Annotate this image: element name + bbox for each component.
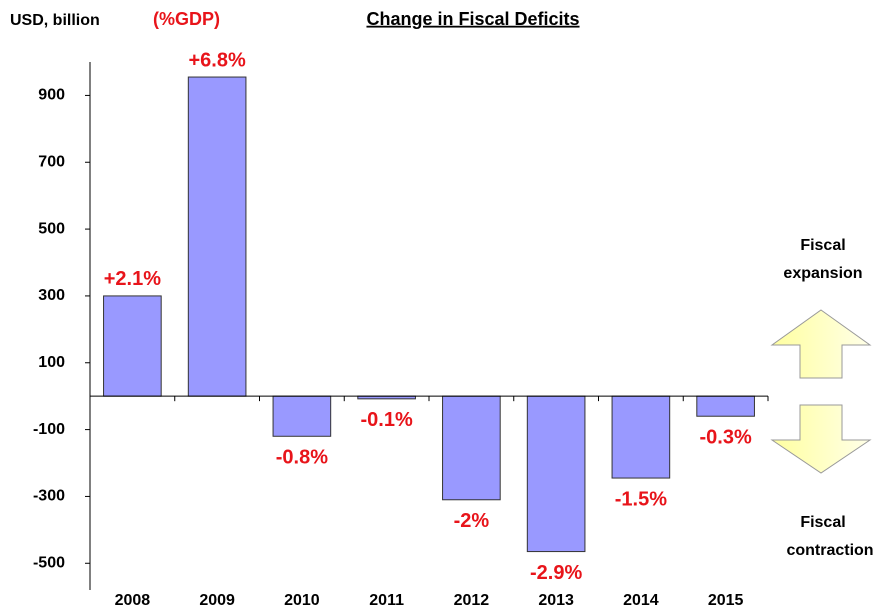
x-tick-label: 2011	[369, 592, 404, 609]
bar	[526, 395, 586, 553]
y-axis-label: USD, billion	[10, 12, 100, 29]
expansion-label: expansion	[783, 265, 862, 282]
pct-label: -0.1%	[361, 409, 413, 431]
bar	[611, 395, 671, 479]
x-tick-label: 2014	[623, 592, 659, 609]
bar	[187, 76, 247, 397]
x-tick-label: 2012	[454, 592, 490, 609]
bar	[442, 395, 501, 501]
y-tick-label: 700	[38, 153, 65, 170]
bar	[272, 395, 332, 437]
expansion-arrow	[770, 309, 872, 379]
pct-label: -0.8%	[276, 447, 328, 469]
y-tick-label: 100	[38, 354, 65, 371]
expansion-label: Fiscal	[800, 237, 845, 254]
contraction-arrow	[770, 404, 872, 474]
pct-label: -2.9%	[530, 562, 582, 584]
pct-label: +6.8%	[188, 49, 245, 71]
pct-label: +2.1%	[104, 268, 161, 290]
pct-label: -0.3%	[700, 427, 752, 449]
bar	[696, 395, 755, 417]
contraction-label: contraction	[786, 542, 873, 559]
pct-label: -1.5%	[615, 488, 667, 510]
chart-title: Change in Fiscal Deficits	[366, 9, 579, 29]
label-unit: (%GDP)	[153, 9, 220, 29]
x-tick-label: 2015	[708, 592, 744, 609]
y-tick-label: 500	[38, 220, 65, 237]
y-tick-label: -100	[33, 421, 65, 438]
y-tick-label: -300	[33, 488, 65, 505]
x-tick-label: 2010	[284, 592, 320, 609]
contraction-label: Fiscal	[800, 514, 845, 531]
y-tick-label: 300	[38, 287, 65, 304]
x-tick-label: 2008	[115, 592, 151, 609]
x-tick-label: 2009	[199, 592, 235, 609]
y-tick-label: 900	[38, 87, 65, 104]
x-tick-label: 2013	[538, 592, 574, 609]
bar	[103, 295, 162, 397]
y-tick-label: -500	[33, 554, 65, 571]
pct-label: -2%	[454, 510, 490, 532]
